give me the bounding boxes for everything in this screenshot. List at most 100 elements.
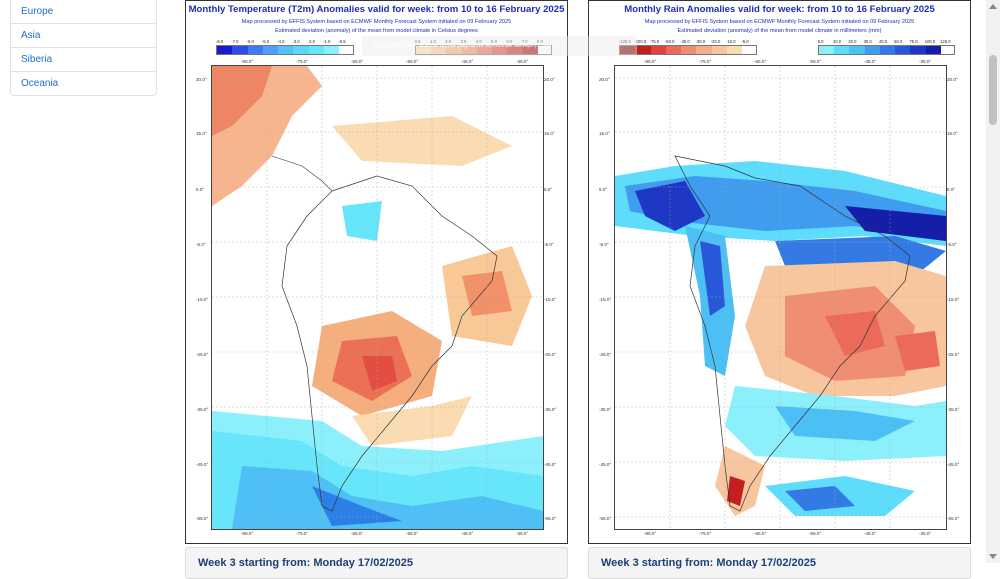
longitude-label: -45.0° [864,59,877,64]
rain-dry-legend-swatch [635,46,651,54]
week-3-card-temperature: Week 3 starting from: Monday 17/02/2025 [185,547,568,579]
longitude-label: -65.0° [754,59,767,64]
rain-dry-legend-swatch [711,46,728,54]
latitude-label: 15.0° [599,131,610,136]
temperature-warm-legend-tick-label: 2.0 [445,39,452,44]
latitude-label: 5.0° [544,187,553,192]
temperature-warm-legend-swatch [415,46,431,54]
rain-dry-legend-tick-label: -75.0 [649,39,660,44]
temperature-cold-legend-swatch [324,46,340,54]
rain-wet-legend-labels: 5.0 10.0 20.0 30.0 40.0 50.0 75.0 100.0 125.0 [818,39,956,45]
temperature-cold-legend-swatch [308,46,325,54]
temperature-cold-legend-tick-label: -6.0 [246,39,254,44]
longitude-label: -85.0° [241,59,254,64]
latitude-label: -55.0° [544,516,557,521]
temperature-warm-legend-tick-label: 5.0 [491,39,497,44]
sidebar-item-siberia[interactable]: Siberia [11,47,156,71]
longitude-label: -85.0° [644,531,657,536]
rain-wet-legend-swatch [818,46,834,54]
latitude-label: 5.0° [947,187,956,192]
longitude-label: -45.0° [864,531,877,536]
temperature-warm-legend-swatch [492,46,508,54]
rain-anomaly-map [614,65,947,530]
temperature-cold-legend-tick-label: -0.5 [338,39,346,44]
rain-dry-legend-tick-label: -125.0 [619,39,631,44]
rain-dry-legend-tick-label: -40.0 [680,39,690,44]
scroll-thumb[interactable] [989,55,997,125]
temperature-map-subtitle: Map processed by EFFIS System based on E… [241,19,512,25]
latitude-label: -55.0° [599,516,612,521]
rain-dry-legend-tick-label: -100.0 [634,39,647,44]
longitude-label: -85.0° [644,59,657,64]
rain-wet-legend-tick-label: 5.0 [817,39,824,44]
latitude-label: -45.0° [196,462,209,467]
temperature-map-panel: Monthly Temperature (T2m) Anomalies vali… [185,0,568,544]
longitude-label: -55.0° [809,59,822,64]
latitude-label: -45.0° [599,462,612,467]
latitude-label: 15.0° [947,131,958,136]
temperature-cold-legend-swatch [262,46,279,54]
sidebar-item-asia[interactable]: Asia [11,23,156,47]
latitude-label: -5.0° [947,242,957,247]
longitude-label: -55.0° [406,531,419,536]
longitude-label: -85.0° [241,531,254,536]
temperature-warm-legend-swatch [446,46,462,54]
temperature-warm-legend-swatch [430,46,447,54]
rain-dry-legend-swatch [696,46,712,54]
rain-wet-legend-swatch [864,46,880,54]
cookie-notice-overlay[interactable]: Para saber mais, acesse nossa página de … [362,36,637,56]
latitude-label: -35.0° [947,407,960,412]
scroll-up-arrow-icon[interactable] [989,4,997,9]
page-scrollbar[interactable] [986,0,1000,563]
rain-dry-legend-swatch [620,46,636,54]
temperature-cold-legend-labels: -8.0 -7.0 -6.0 -5.0 -4.0 -3.0 -2.0 -1.0 -0.5 [216,39,354,45]
latitude-label: 5.0° [196,187,205,192]
latitude-label: 15.0° [196,131,207,136]
temperature-map-title: Monthly Temperature (T2m) Anomalies vali… [188,4,565,15]
longitude-label: -75.0° [699,531,712,536]
rain-wet-legend-swatch [879,46,896,54]
longitude-label: -65.0° [754,531,767,536]
rain-map-title: Monthly Rain Anomalies valid for week: f… [624,4,935,15]
rain-wet-legend-swatches [817,45,956,55]
temperature-cold-legend-swatches [216,45,354,55]
longitude-label: -75.0° [296,59,309,64]
rain-wet-legend-tick-label: 30.0 [863,39,872,44]
rain-wet-legend-swatch [849,46,865,54]
longitude-label: -55.0° [809,531,822,536]
rain-dry-legend-swatch [665,46,682,54]
rain-wet-legend-tick-label: 20.0 [848,39,857,44]
temperature-warm-legend-tick-label: 4.0 [475,39,482,44]
rain-dry-legend-labels: -125.0 -100.0 -75.0 -50.0 -40.0 -30.0 -20.0 -10… [619,39,757,45]
temperature-legend: -8.0 -7.0 -6.0 -5.0 -4.0 -3.0 -2.0 -1.0 -0.5 0.5… [216,39,558,55]
temperature-warm-legend-swatch [461,46,477,54]
sidebar-item-oceania[interactable]: Oceania [11,71,156,95]
week-3-card-rain: Week 3 starting from: Monday 17/02/2025 [588,547,971,579]
latitude-label: -35.0° [599,407,612,412]
sidebar-item-europe[interactable]: Europe [21,6,54,17]
latitude-label: 20.0° [544,77,555,82]
temperature-warm-legend-swatch [507,46,523,54]
rain-dry-legend-swatch [650,46,666,54]
scroll-down-arrow-icon[interactable] [989,554,997,559]
rain-wet-legend-tick-label: 125.0 [940,39,951,44]
latitude-label: -25.0° [544,352,557,357]
longitude-label: -75.0° [699,59,712,64]
rain-dry-legend-swatches [619,45,757,55]
temperature-map-units: Estimated deviation (anomaly) of the mea… [275,28,478,34]
rain-dry-legend-swatch [727,46,743,54]
temperature-warm-legend-tick-label: 0.5 [414,39,421,44]
latitude-label: -35.0° [544,407,557,412]
temperature-warm-legend-tick-label: 7.0 [521,39,528,44]
rain-wet-legend-tick-label: 10.0 [832,39,842,44]
longitude-label: -45.0° [461,59,474,64]
rain-wet-legend-tick-label: 50.0 [894,39,903,44]
latitude-label: -5.0° [599,242,609,247]
longitude-label: -35.0° [919,59,932,64]
rain-wet-legend-tick-label: 40.0 [878,39,888,44]
longitude-label: -65.0° [351,531,364,536]
latitude-label: -25.0° [196,352,209,357]
latitude-label: -15.0° [599,297,612,302]
rain-legend: -125.0 -100.0 -75.0 -50.0 -40.0 -30.0 -20.0 -10… [619,39,961,55]
temperature-cold-legend-swatch [247,46,263,54]
